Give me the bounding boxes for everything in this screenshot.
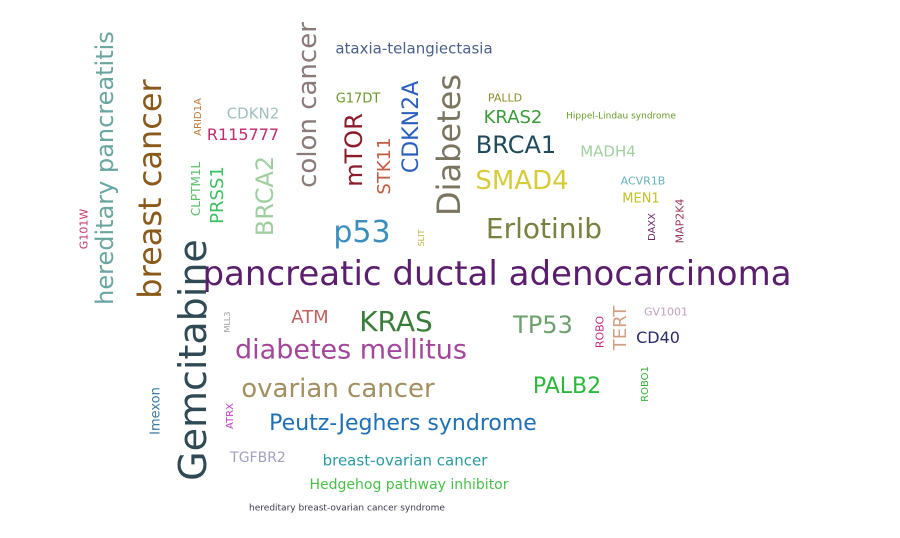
word-p53: p53 [333, 215, 391, 250]
word-breast-ovarian-cancer: breast-ovarian cancer [322, 451, 488, 470]
word-diabetes-mellitus: diabetes mellitus [235, 334, 467, 366]
word-g101w: G101W [77, 208, 91, 250]
word-map2k4: MAP2K4 [673, 198, 687, 244]
word-cdkn2a: CDKN2A [399, 80, 424, 174]
word-tp53: TP53 [513, 311, 573, 339]
word-palb2: PALB2 [532, 374, 602, 399]
word-erlotinib: Erlotinib [485, 212, 603, 245]
word-peutz-jeghers-syndrome: Peutz-Jeghers syndrome [269, 411, 537, 436]
word-colon-cancer: colon cancer [293, 22, 323, 188]
word-tert: TERT [610, 305, 631, 351]
word-hereditary-breast-ovarian-cancer-syndrome: hereditary breast-ovarian cancer syndrom… [249, 503, 445, 514]
word-clptm1l: CLPTM1L [189, 161, 203, 217]
word-breast-cancer: breast cancer [131, 79, 169, 299]
word-pancreatic-ductal-adenocarcinoma: pancreatic ductal adenocarcinoma [202, 254, 792, 294]
word-smad4: SMAD4 [475, 166, 569, 196]
word-kras: KRAS [359, 305, 433, 338]
word-tgfbr2: TGFBR2 [230, 450, 286, 466]
word-prss1: PRSS1 [207, 166, 228, 224]
word-diabetes: Diabetes [430, 73, 468, 217]
word-palld: PALLD [487, 91, 523, 105]
word-r115777: R115777 [206, 125, 280, 144]
word-slit: SLIT [417, 229, 426, 247]
word-imexon: Imexon [148, 387, 164, 435]
word-kras2: KRAS2 [483, 107, 543, 128]
word-gv1001: GV1001 [643, 305, 689, 319]
word-g17dt: G17DT [335, 91, 381, 107]
word-cd40: CD40 [636, 328, 680, 347]
word-cdkn2: CDKN2 [226, 104, 280, 123]
word-ataxia-telangiectasia: ataxia-telangiectasia [335, 39, 493, 58]
word-brca1: BRCA1 [475, 131, 557, 159]
word-acvr1b: ACVR1B [620, 174, 666, 188]
word-brca2: BRCA2 [251, 155, 279, 237]
word-hippel-lindau-syndrome: Hippel-Lindau syndrome [566, 111, 676, 122]
word-stk11: STK11 [374, 137, 395, 195]
word-robo: ROBO [593, 315, 607, 349]
word-mtor: mTOR [340, 113, 368, 187]
word-hedgehog-pathway-inhibitor: Hedgehog pathway inhibitor [309, 477, 509, 493]
word-men1: MEN1 [622, 191, 660, 207]
word-robo1: ROBO1 [640, 366, 651, 402]
word-atrx: ATRX [225, 403, 236, 429]
word-mll3: MLL3 [223, 311, 232, 333]
word-daxx: DAXX [647, 212, 658, 242]
word-madh4: MADH4 [580, 142, 636, 161]
word-ovarian-cancer: ovarian cancer [241, 374, 435, 404]
word-atm: ATM [291, 307, 329, 328]
word-hereditary-pancreatitis: hereditary pancreatitis [91, 31, 119, 305]
word-gemcitabine: Gemcitabine [171, 239, 215, 481]
word-arid1a: ARID1A [193, 98, 204, 136]
